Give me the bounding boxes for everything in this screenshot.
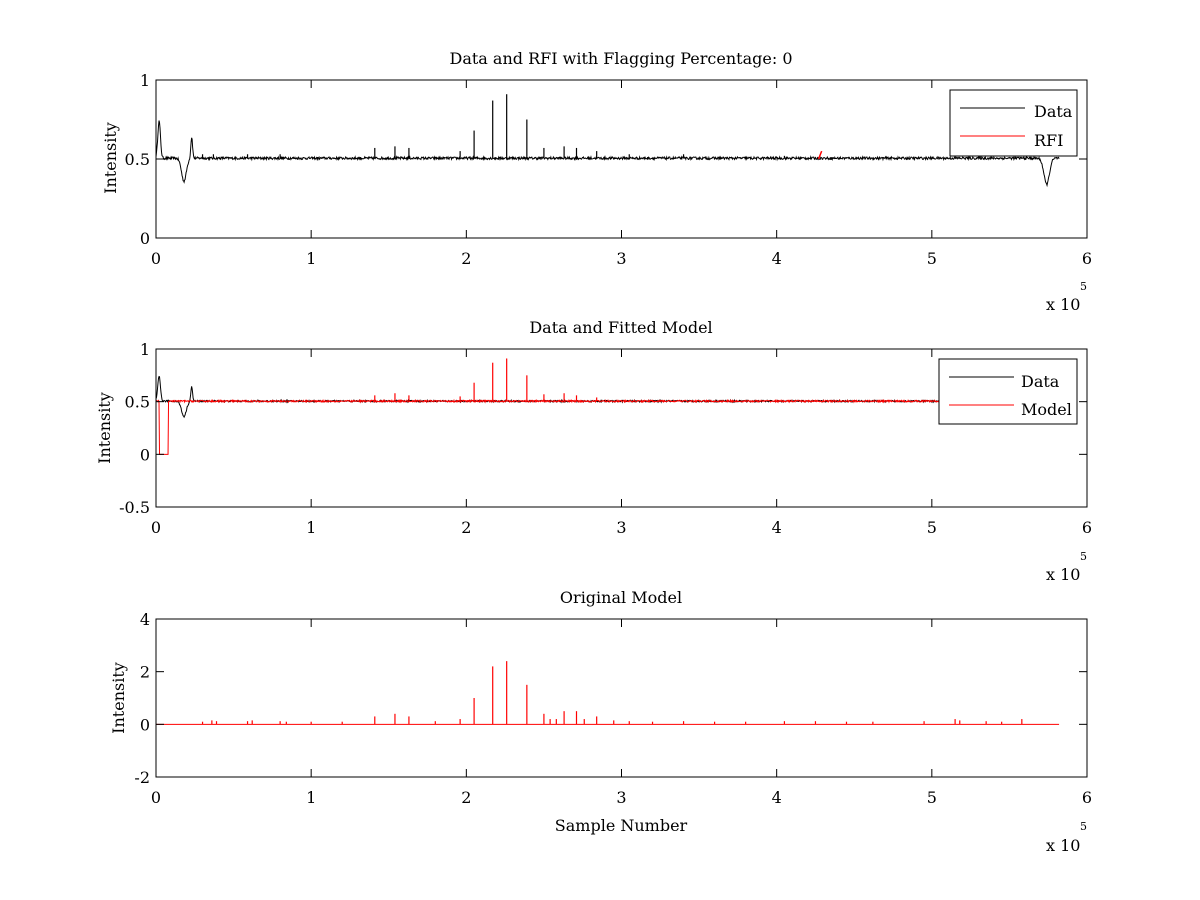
subplot-3-xlabel: Sample Number: [555, 816, 688, 835]
subplot-3-xtick-label-6: 6: [1082, 788, 1092, 807]
subplot-2-xtick-label-1: 1: [306, 518, 316, 537]
subplot-1-legend-label-rfi: RFI: [1034, 131, 1063, 150]
subplot-1-series-data-line: [155, 120, 1060, 188]
subplot-1-ylabel: Intensity: [101, 122, 120, 194]
subplot-2-series-model-line: [155, 398, 1060, 455]
subplot-3-ytick-label-3: 4: [140, 610, 150, 629]
subplot-1-ytick-label-1: 0.5: [125, 150, 150, 169]
subplot-2-series-data-line: [155, 375, 1060, 419]
subplot-2-xtick-label-2: 2: [461, 518, 471, 537]
subplot-1-ytick-label-2: 1: [140, 71, 150, 90]
subplot-2-xtick-label-3: 3: [616, 518, 626, 537]
subplot-3-ytick-label-0: -2: [134, 768, 150, 787]
subplot-2-legend-label-model: Model: [1021, 400, 1072, 419]
subplot-3-x-exponent-power: 5: [1080, 820, 1087, 833]
subplot-1-xtick-label-2: 2: [461, 249, 471, 268]
subplot-3-xtick-label-3: 3: [616, 788, 626, 807]
subplot-1-xtick-label-6: 6: [1082, 249, 1092, 268]
subplot-3-title: Original Model: [560, 588, 682, 607]
subplot-1-title: Data and RFI with Flagging Percentage: 0: [449, 49, 792, 68]
subplot-2-title: Data and Fitted Model: [529, 318, 712, 337]
subplot-1-ticks: 0 1 2 3 4 5 6 0 0.5 1: [125, 71, 1093, 268]
subplot-2-ytick-label-1: 0: [140, 445, 150, 464]
subplot-3-xtick-label-5: 5: [927, 788, 937, 807]
subplot-2-ytick-label-0: -0.5: [119, 498, 150, 517]
subplot-2-plot-area: [155, 358, 1060, 455]
subplot-1-xtick-label-0: 0: [151, 249, 161, 268]
subplot-1-xtick-label-1: 1: [306, 249, 316, 268]
subplot-3-xtick-label-4: 4: [772, 788, 782, 807]
subplot-3-x-exponent: x 10: [1046, 836, 1080, 855]
subplot-2-x-exponent-power: 5: [1080, 550, 1087, 563]
subplot-3-plot-area: [156, 661, 1060, 725]
subplot-3-ytick-label-1: 0: [140, 715, 150, 734]
subplot-1-series-rfi-segment: [817, 150, 823, 160]
subplot-1-legend-box: [949, 89, 1078, 157]
subplot-2-ytick-label-2: 0.5: [125, 393, 150, 412]
subplot-1-x-exponent-power: 5: [1080, 280, 1087, 293]
subplot-2-legend-box: [938, 358, 1078, 425]
subplot-3-ylabel: Intensity: [109, 662, 128, 734]
subplot-1: Data and RFI with Flagging Percentage: 0…: [101, 49, 1092, 314]
subplot-1-x-exponent: x 10: [1046, 295, 1080, 314]
subplot-3-xtick-label-0: 0: [151, 788, 161, 807]
subplot-1-legend: Data RFI: [949, 89, 1078, 157]
subplot-2: Data and Fitted Model Intensity 0 1 2 3 4 5 6 -…: [95, 318, 1092, 584]
subplot-1-xtick-label-3: 3: [616, 249, 626, 268]
subplot-2-ylabel: Intensity: [95, 392, 114, 464]
subplot-3-xtick-label-1: 1: [306, 788, 316, 807]
subplot-3-xtick-label-2: 2: [461, 788, 471, 807]
subplot-3-ytick-label-2: 2: [140, 663, 150, 682]
subplot-2-legend-label-data: Data: [1021, 372, 1060, 391]
subplot-2-xtick-label-5: 5: [927, 518, 937, 537]
subplot-1-xtick-label-5: 5: [927, 249, 937, 268]
subplot-1-legend-label-data: Data: [1034, 102, 1073, 121]
subplot-2-ytick-label-3: 1: [140, 340, 150, 359]
subplot-2-legend: Data Model: [938, 358, 1078, 425]
subplot-1-plot-area: [155, 94, 1060, 188]
subplot-2-xtick-label-0: 0: [151, 518, 161, 537]
subplot-2-xtick-label-4: 4: [772, 518, 782, 537]
subplot-1-xtick-label-4: 4: [772, 249, 782, 268]
subplot-2-ticks: 0 1 2 3 4 5 6-0.500.51: [119, 340, 1092, 537]
subplot-1-ytick-label-0: 0: [140, 229, 150, 248]
subplot-2-xtick-label-6: 6: [1082, 518, 1092, 537]
subplot-2-x-exponent: x 10: [1046, 565, 1080, 584]
subplot-3-axes-box: [155, 618, 1088, 778]
